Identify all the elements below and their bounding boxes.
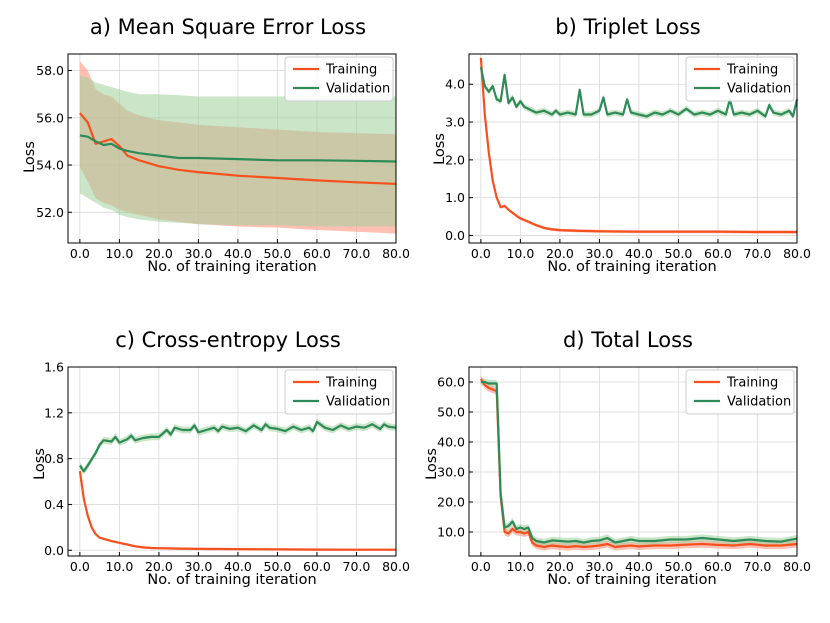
series-line-training <box>78 471 396 551</box>
y-tick-label: 50.0 <box>437 405 465 420</box>
x-tick-label: 30.0 <box>585 559 613 574</box>
x-tick-label: 60.0 <box>303 559 331 574</box>
panel-total: d) Total Loss No. of training iteration … <box>424 328 811 588</box>
y-tick-label: 40.0 <box>437 435 465 450</box>
series-line-validation <box>79 134 397 163</box>
legend: Training Validation <box>685 56 795 102</box>
y-axis-label: Loss <box>32 448 48 480</box>
x-tick-label: 60.0 <box>303 246 331 261</box>
y-tick-label: 0.0 <box>44 543 64 558</box>
x-tick-label: 40.0 <box>625 246 653 261</box>
x-tick-label: 20.0 <box>546 246 574 261</box>
y-axis-label: Loss <box>424 448 440 480</box>
panel-mse: a) Mean Square Error Loss No. of trainin… <box>22 15 410 275</box>
legend-training-label: Training <box>325 63 377 78</box>
legend-training-label: Training <box>726 63 778 78</box>
x-tick-label: 0.0 <box>471 559 491 574</box>
y-tick-label: 1.6 <box>44 360 64 375</box>
series-line-training <box>479 378 798 549</box>
panel-crossentropy: c) Cross-entropy Loss No. of training it… <box>32 328 410 588</box>
panel-triplet: b) Triplet Loss No. of training iteratio… <box>432 15 811 275</box>
x-tick-label: 40.0 <box>625 559 653 574</box>
plot-frame <box>468 53 798 244</box>
chart-title: b) Triplet Loss <box>555 15 700 39</box>
x-tick-label: 50.0 <box>665 246 693 261</box>
y-tick-label: 3.0 <box>445 115 465 130</box>
y-axis-label: Loss <box>22 141 38 173</box>
x-tick-label: 60.0 <box>704 559 732 574</box>
x-tick-label: 20.0 <box>546 559 574 574</box>
legend-training-label: Training <box>726 376 778 391</box>
legend-training-label: Training <box>325 376 377 391</box>
x-tick-label: 20.0 <box>145 246 173 261</box>
x-tick-label: 20.0 <box>145 559 173 574</box>
legend-validation-label: Validation <box>727 395 791 410</box>
y-tick-label: 2.0 <box>445 152 465 167</box>
y-tick-label: 1.2 <box>44 405 64 420</box>
y-tick-label: 1.0 <box>445 190 465 205</box>
chart-title: d) Total Loss <box>563 328 693 352</box>
x-tick-label: 0.0 <box>70 559 90 574</box>
x-tick-label: 50.0 <box>264 559 292 574</box>
confidence-band-validation <box>79 418 397 475</box>
chart-title: c) Cross-entropy Loss <box>115 328 341 352</box>
confidence-band-validation <box>79 75 397 227</box>
x-tick-label: 50.0 <box>264 246 292 261</box>
x-tick-label: 10.0 <box>105 559 133 574</box>
x-tick-label: 30.0 <box>184 559 212 574</box>
legend: Training Validation <box>284 369 394 415</box>
y-axis-label: Loss <box>432 133 448 165</box>
y-tick-label: 56.0 <box>36 110 64 125</box>
legend: Training Validation <box>284 56 394 102</box>
y-tick-label: 52.0 <box>36 205 64 220</box>
x-tick-label: 70.0 <box>343 559 371 574</box>
x-tick-label: 70.0 <box>744 246 772 261</box>
series-line-training <box>479 57 797 234</box>
x-tick-label: 10.0 <box>105 246 133 261</box>
legend: Training Validation <box>685 369 795 415</box>
y-tick-label: 0.8 <box>44 451 64 466</box>
x-tick-label: 10.0 <box>506 559 534 574</box>
legend-validation-label: Validation <box>326 82 390 97</box>
y-tick-label: 4.0 <box>445 77 465 92</box>
x-tick-label: 0.0 <box>70 246 90 261</box>
y-tick-label: 30.0 <box>437 465 465 480</box>
x-tick-label: 50.0 <box>665 559 693 574</box>
legend-validation-label: Validation <box>326 395 390 410</box>
y-tick-label: 58.0 <box>36 63 64 78</box>
x-axis-label: No. of training iteration <box>147 572 316 588</box>
y-tick-label: 20.0 <box>437 495 465 510</box>
plot-frame <box>67 366 397 557</box>
x-axis-label: No. of training iteration <box>547 572 716 588</box>
x-tick-label: 40.0 <box>224 246 252 261</box>
plot-frame <box>468 366 798 557</box>
x-tick-label: 40.0 <box>224 559 252 574</box>
x-tick-label: 60.0 <box>704 246 732 261</box>
y-tick-label: 54.0 <box>36 158 64 173</box>
x-tick-label: 0.0 <box>471 246 491 261</box>
chart-title: a) Mean Square Error Loss <box>90 15 366 39</box>
x-tick-label: 80.0 <box>382 559 410 574</box>
y-tick-label: 0.4 <box>44 497 64 512</box>
x-tick-label: 30.0 <box>184 246 212 261</box>
x-tick-label: 80.0 <box>783 559 811 574</box>
x-tick-label: 30.0 <box>585 246 613 261</box>
series-line-validation <box>480 380 798 544</box>
x-tick-label: 10.0 <box>506 246 534 261</box>
series-line-validation <box>78 420 397 473</box>
x-tick-label: 80.0 <box>783 246 811 261</box>
x-axis-label: No. of training iteration <box>547 259 716 275</box>
x-tick-label: 70.0 <box>343 246 371 261</box>
series-line-validation <box>479 66 799 118</box>
x-tick-label: 70.0 <box>744 559 772 574</box>
y-tick-label: 10.0 <box>437 525 465 540</box>
y-tick-label: 0.0 <box>445 228 465 243</box>
x-tick-label: 80.0 <box>382 246 410 261</box>
legend-validation-label: Validation <box>727 82 791 97</box>
x-axis-label: No. of training iteration <box>147 259 316 275</box>
y-tick-label: 60.0 <box>437 375 465 390</box>
plot-frame <box>67 53 397 244</box>
